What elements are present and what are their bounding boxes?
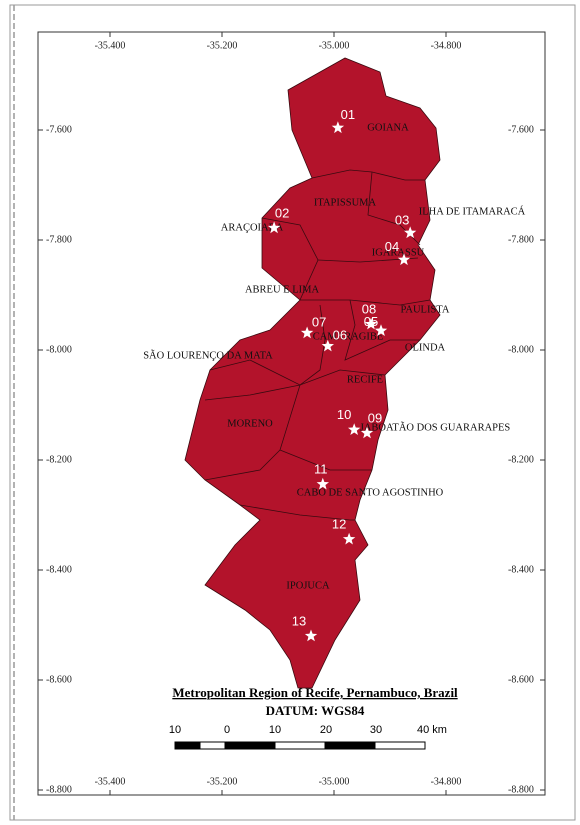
scale-label: 20 xyxy=(320,724,332,736)
municipality-label: ABREU E LIMA xyxy=(245,284,319,295)
border xyxy=(261,217,319,301)
lat-tick-label: -7.800 xyxy=(46,234,72,245)
labels: GOIANA ITAPISSUMA ILHA DE ITAMARACÁ ARAÇOIA… xyxy=(143,107,526,642)
lat-tick-label: -8.200 xyxy=(508,454,534,465)
municipality-label: IGARASSU xyxy=(372,247,425,258)
municipality-label: ILHA DE ITAMARACÁ xyxy=(419,205,526,217)
lon-tick-label: -35.200 xyxy=(207,40,238,51)
outer-frame xyxy=(9,4,576,821)
lat-tick-label: -7.800 xyxy=(508,234,534,245)
station-label: 04 xyxy=(385,239,399,254)
station xyxy=(360,426,374,439)
station-label: 03 xyxy=(395,212,409,227)
lat-tick-label: -8.800 xyxy=(46,784,72,795)
lat-tick-label: -8.800 xyxy=(508,784,534,795)
station xyxy=(331,121,345,134)
scale-segment xyxy=(274,741,326,750)
border xyxy=(204,449,281,481)
lat-tick-label: -8.400 xyxy=(508,564,534,575)
border xyxy=(317,257,419,263)
station-label: 12 xyxy=(332,517,346,532)
municipality-label: IPOJUCA xyxy=(286,580,330,591)
lon-tick-label: -35.400 xyxy=(95,776,126,787)
municipality-label: CABO DE SANTO AGOSTINHO xyxy=(297,487,444,498)
lon-tick-label: -35.000 xyxy=(319,40,350,51)
scale-segment xyxy=(199,741,226,750)
map-title: Metropolitan Region of Recife, Pernambuc… xyxy=(172,685,458,700)
scale-segment xyxy=(174,741,201,750)
station-label: 10 xyxy=(337,407,351,422)
municipality-label: SÃO LOURENÇO DA MATA xyxy=(143,349,273,361)
station-label: 06 xyxy=(333,328,347,343)
station xyxy=(316,477,329,490)
municipality-label: ARAÇOIABA xyxy=(221,222,284,233)
lon-tick-label: -35.400 xyxy=(95,40,126,51)
station xyxy=(404,226,417,239)
scale-segment xyxy=(324,741,376,750)
station-label: 02 xyxy=(275,205,289,220)
lat-tick-label: -8.000 xyxy=(508,344,534,355)
station xyxy=(304,629,318,642)
station xyxy=(267,221,281,234)
station xyxy=(348,423,361,435)
municipality-label: MORENO xyxy=(227,418,273,429)
lon-tick-label: -35.000 xyxy=(319,776,350,787)
lon-tick-label: -34.800 xyxy=(431,776,462,787)
scale-label: 30 xyxy=(370,724,382,736)
border xyxy=(300,299,431,306)
station-label: 07 xyxy=(312,314,326,329)
municipality-label: OLINDA xyxy=(405,342,446,353)
region-outline xyxy=(184,57,441,689)
lat-tick-label: -7.600 xyxy=(508,124,534,135)
station-label: 01 xyxy=(341,107,355,122)
lat-tick-label: -8.200 xyxy=(46,454,72,465)
lat-tick-label: -8.000 xyxy=(46,344,72,355)
station-label: 09 xyxy=(368,410,382,425)
municipality-label: GOIANA xyxy=(367,122,409,133)
scale-label: 10 xyxy=(269,724,281,736)
station xyxy=(397,253,411,266)
border xyxy=(344,299,420,361)
municipality-label: RECIFE xyxy=(347,374,383,385)
station-label: 13 xyxy=(292,613,306,628)
municipality-label: CAMARAGIBE xyxy=(313,331,384,342)
map-frame xyxy=(37,31,546,796)
station xyxy=(321,339,334,352)
station xyxy=(374,324,388,336)
scale-label: 40 km xyxy=(417,724,447,736)
station-label: 08 xyxy=(362,302,376,317)
station xyxy=(300,326,314,339)
scale-segment xyxy=(374,741,426,750)
municipality-label: ITAPISSUMA xyxy=(314,197,377,208)
scale-label: 10 xyxy=(169,724,181,736)
lat-tick-label: -8.600 xyxy=(508,674,534,685)
scale-bar xyxy=(174,741,426,750)
station xyxy=(342,532,356,545)
border xyxy=(299,304,326,386)
lon-tick-label: -34.800 xyxy=(431,40,462,51)
station-label: 11 xyxy=(314,462,328,477)
lat-tick-label: -8.600 xyxy=(46,674,72,685)
border xyxy=(279,384,372,471)
municipality-label: JABOATÃO DOS GUARARAPES xyxy=(360,421,511,433)
scale-segment xyxy=(224,741,276,750)
border xyxy=(204,384,301,401)
lon-tick-label: -35.200 xyxy=(207,776,238,787)
border xyxy=(239,504,355,521)
municipality-label: PAULISTA xyxy=(401,304,450,315)
scale-label: 0 xyxy=(224,724,230,736)
station xyxy=(364,317,378,330)
lat-tick-label: -7.600 xyxy=(46,124,72,135)
lat-tick-label: -8.400 xyxy=(46,564,72,575)
datum: DATUM: WGS84 xyxy=(266,703,365,718)
